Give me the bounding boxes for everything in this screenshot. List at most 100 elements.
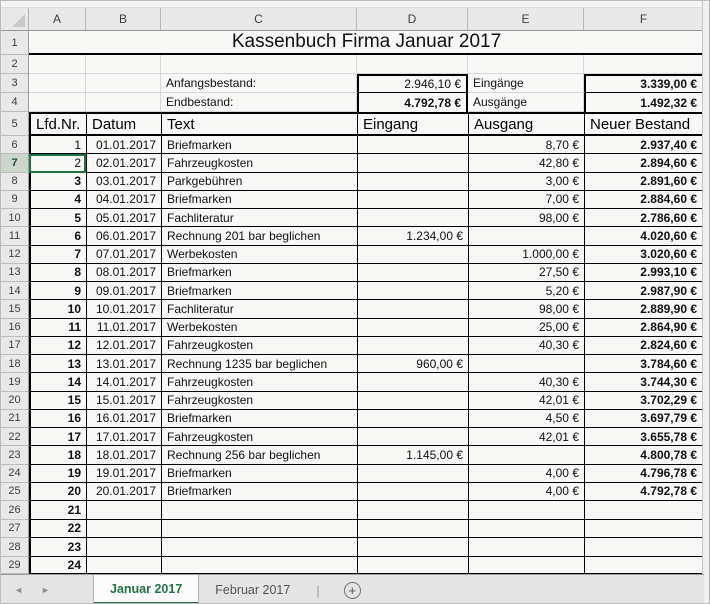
cell-E20[interactable]: 42,01 € — [468, 391, 584, 410]
cell-F18[interactable]: 3.784,60 € — [584, 355, 704, 374]
cell-E2[interactable] — [468, 55, 584, 74]
cell-E7[interactable]: 42,80 € — [468, 154, 584, 173]
cell-B9[interactable]: 04.01.2017 — [86, 190, 161, 209]
row-header-12[interactable]: 12 — [1, 246, 28, 264]
cell-B29[interactable] — [86, 556, 161, 574]
row-header-7[interactable]: 7 — [1, 154, 28, 173]
cell-B12[interactable]: 07.01.2017 — [86, 245, 161, 264]
cell-D6[interactable] — [357, 136, 468, 155]
row-header-3[interactable]: 3 — [1, 74, 28, 93]
cell-B27[interactable] — [86, 519, 161, 538]
ausgaenge-label[interactable]: Ausgänge — [468, 93, 584, 112]
cell-B3[interactable] — [86, 74, 161, 93]
cell-E29[interactable] — [468, 556, 584, 574]
cell-D20[interactable] — [357, 391, 468, 410]
cell-B16[interactable]: 11.01.2017 — [86, 318, 161, 337]
select-all-corner[interactable] — [1, 8, 29, 30]
cell-C18[interactable]: Rechnung 1235 bar beglichen — [161, 355, 357, 374]
cell-C25[interactable]: Briefmarken — [161, 482, 357, 501]
cell-A21[interactable]: 16 — [29, 409, 86, 428]
sheet-title[interactable]: Kassenbuch Firma Januar 2017 — [29, 31, 704, 55]
cell-B10[interactable]: 05.01.2017 — [86, 209, 161, 228]
column-header-C[interactable]: C — [161, 8, 357, 30]
cell-B6[interactable]: 01.01.2017 — [86, 136, 161, 155]
cell-D23[interactable]: 1.145,00 € — [357, 446, 468, 465]
cell-C22[interactable]: Fahrzeugkosten — [161, 428, 357, 447]
cell-F23[interactable]: 4.800,78 € — [584, 446, 704, 465]
row-header-13[interactable]: 13 — [1, 264, 28, 282]
cell-F8[interactable]: 2.891,60 € — [584, 172, 704, 191]
tab-februar-2017[interactable]: Februar 2017 — [215, 583, 291, 597]
cell-D18[interactable]: 960,00 € — [357, 355, 468, 374]
ausgaenge-value[interactable]: 1.492,32 € — [584, 93, 704, 112]
row-header-23[interactable]: 23 — [1, 446, 28, 465]
cell-D21[interactable] — [357, 409, 468, 428]
cell-A29[interactable]: 24 — [29, 556, 86, 574]
cell-C17[interactable]: Fahrzeugkosten — [161, 336, 357, 355]
cell-C20[interactable]: Fahrzeugkosten — [161, 391, 357, 410]
cell-C16[interactable]: Werbekosten — [161, 318, 357, 337]
cell-F19[interactable]: 3.744,30 € — [584, 373, 704, 392]
row-header-21[interactable]: 21 — [1, 410, 28, 428]
cell-D7[interactable] — [357, 154, 468, 173]
cell-C14[interactable]: Briefmarken — [161, 282, 357, 301]
cell-C11[interactable]: Rechnung 201 bar beglichen — [161, 227, 357, 246]
cell-E15[interactable]: 98,00 € — [468, 300, 584, 319]
cell-F9[interactable]: 2.884,60 € — [584, 190, 704, 209]
cell-A23[interactable]: 18 — [29, 446, 86, 465]
header-text[interactable]: Text — [161, 112, 357, 136]
cell-A19[interactable]: 14 — [29, 373, 86, 392]
cell-A13[interactable]: 8 — [29, 263, 86, 282]
cell-C15[interactable]: Fachliteratur — [161, 300, 357, 319]
row-header-18[interactable]: 18 — [1, 355, 28, 374]
cell-B15[interactable]: 10.01.2017 — [86, 300, 161, 319]
cell-B21[interactable]: 16.01.2017 — [86, 409, 161, 428]
cell-A24[interactable]: 19 — [29, 464, 86, 483]
add-sheet-button[interactable]: + — [343, 581, 361, 599]
row-header-9[interactable]: 9 — [1, 191, 28, 209]
cell-D10[interactable] — [357, 209, 468, 228]
cell-F24[interactable]: 4.796,78 € — [584, 464, 704, 483]
cell-B25[interactable]: 20.01.2017 — [86, 482, 161, 501]
cell-E21[interactable]: 4,50 € — [468, 409, 584, 428]
cell-C23[interactable]: Rechnung 256 bar beglichen — [161, 446, 357, 465]
row-header-5[interactable]: 5 — [1, 112, 28, 136]
cell-E16[interactable]: 25,00 € — [468, 318, 584, 337]
cell-F17[interactable]: 2.824,60 € — [584, 336, 704, 355]
column-header-D[interactable]: D — [357, 8, 468, 30]
header-datum[interactable]: Datum — [86, 112, 161, 136]
cell-F21[interactable]: 3.697,79 € — [584, 409, 704, 428]
row-header-25[interactable]: 25 — [1, 483, 28, 501]
cell-E10[interactable]: 98,00 € — [468, 209, 584, 228]
cell-A14[interactable]: 9 — [29, 282, 86, 301]
cell-E18[interactable] — [468, 355, 584, 374]
cell-F28[interactable] — [584, 538, 704, 557]
anfangsbestand-label[interactable]: Anfangsbestand: — [161, 74, 357, 93]
cell-B28[interactable] — [86, 538, 161, 557]
cell-F22[interactable]: 3.655,78 € — [584, 428, 704, 447]
cell-C21[interactable]: Briefmarken — [161, 409, 357, 428]
cell-F27[interactable] — [584, 519, 704, 538]
cell-E25[interactable]: 4,00 € — [468, 482, 584, 501]
cell-C27[interactable] — [161, 519, 357, 538]
cell-E13[interactable]: 27,50 € — [468, 263, 584, 282]
row-header-24[interactable]: 24 — [1, 465, 28, 483]
cell-D12[interactable] — [357, 245, 468, 264]
cell-B7[interactable]: 02.01.2017 — [86, 154, 161, 173]
cell-F6[interactable]: 2.937,40 € — [584, 136, 704, 155]
cell-E27[interactable] — [468, 519, 584, 538]
cell-B26[interactable] — [86, 501, 161, 520]
cell-A22[interactable]: 17 — [29, 428, 86, 447]
cell-C12[interactable]: Werbekosten — [161, 245, 357, 264]
row-header-17[interactable]: 17 — [1, 337, 28, 355]
row-header-14[interactable]: 14 — [1, 282, 28, 301]
cell-C6[interactable]: Briefmarken — [161, 136, 357, 155]
cell-C8[interactable]: Parkgebühren — [161, 172, 357, 191]
row-header-11[interactable]: 11 — [1, 227, 28, 246]
cell-E14[interactable]: 5,20 € — [468, 282, 584, 301]
cell-B23[interactable]: 18.01.2017 — [86, 446, 161, 465]
cell-F25[interactable]: 4.792,78 € — [584, 482, 704, 501]
row-header-27[interactable]: 27 — [1, 520, 28, 538]
column-header-F[interactable]: F — [584, 8, 704, 30]
cell-A26[interactable]: 21 — [29, 501, 86, 520]
